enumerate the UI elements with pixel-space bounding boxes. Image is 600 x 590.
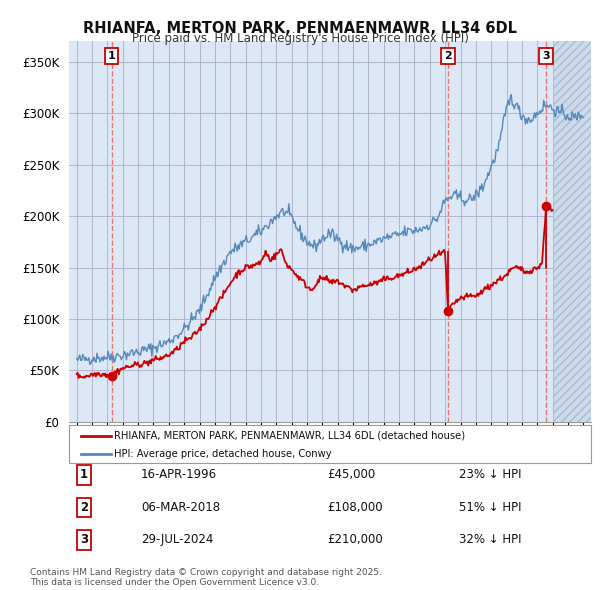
Text: 51% ↓ HPI: 51% ↓ HPI [459,501,521,514]
Text: £108,000: £108,000 [327,501,383,514]
Text: 32% ↓ HPI: 32% ↓ HPI [459,533,521,546]
Text: RHIANFA, MERTON PARK, PENMAENMAWR, LL34 6DL: RHIANFA, MERTON PARK, PENMAENMAWR, LL34 … [83,21,517,35]
Text: £210,000: £210,000 [327,533,383,546]
Text: 3: 3 [542,51,550,61]
Text: 23% ↓ HPI: 23% ↓ HPI [459,468,521,481]
Text: 16-APR-1996: 16-APR-1996 [141,468,217,481]
Text: 1: 1 [108,51,116,61]
Text: HPI: Average price, detached house, Conwy: HPI: Average price, detached house, Conw… [114,448,332,458]
Text: Contains HM Land Registry data © Crown copyright and database right 2025.
This d: Contains HM Land Registry data © Crown c… [30,568,382,587]
Text: 1: 1 [80,468,88,481]
Text: 2: 2 [444,51,452,61]
Text: £45,000: £45,000 [327,468,375,481]
Text: 29-JUL-2024: 29-JUL-2024 [141,533,214,546]
Text: RHIANFA, MERTON PARK, PENMAENMAWR, LL34 6DL (detached house): RHIANFA, MERTON PARK, PENMAENMAWR, LL34 … [114,431,465,441]
Text: 3: 3 [80,533,88,546]
Text: Price paid vs. HM Land Registry's House Price Index (HPI): Price paid vs. HM Land Registry's House … [131,32,469,45]
Text: 06-MAR-2018: 06-MAR-2018 [141,501,220,514]
Text: 2: 2 [80,501,88,514]
